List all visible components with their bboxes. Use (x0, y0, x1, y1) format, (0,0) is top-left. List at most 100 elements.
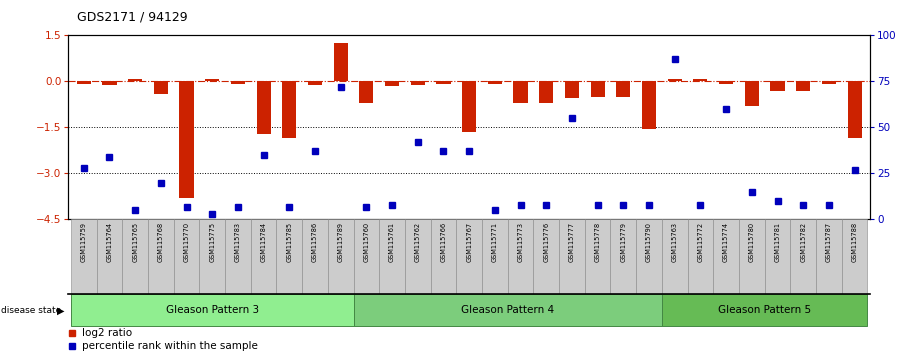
Bar (771, 81, 784, 91)
Bar (122, 219, 148, 294)
Bar (353, 219, 379, 294)
Text: GSM115764: GSM115764 (107, 222, 112, 262)
Bar (282, 81, 296, 138)
Text: GSM115781: GSM115781 (774, 222, 781, 262)
Bar (302, 219, 328, 294)
Bar (713, 219, 739, 294)
Text: GSM115760: GSM115760 (363, 222, 369, 262)
Text: GSM115772: GSM115772 (698, 222, 703, 262)
Bar (308, 81, 322, 85)
Text: GSM115766: GSM115766 (441, 222, 446, 262)
Bar (353, 294, 662, 326)
Bar (559, 219, 585, 294)
Bar (764, 219, 791, 294)
Bar (745, 81, 759, 106)
Text: GSM115765: GSM115765 (132, 222, 138, 262)
Bar (359, 81, 374, 103)
Bar (796, 81, 810, 91)
Text: Gleason Pattern 3: Gleason Pattern 3 (166, 306, 259, 315)
Bar (379, 219, 404, 294)
Bar (179, 81, 194, 198)
Bar (97, 219, 122, 294)
Bar (816, 219, 842, 294)
Text: GSM115759: GSM115759 (81, 222, 87, 262)
Bar (385, 81, 399, 86)
Bar (847, 81, 862, 138)
Bar (71, 219, 97, 294)
Bar (154, 81, 168, 94)
Bar (174, 219, 200, 294)
Text: GSM115779: GSM115779 (620, 222, 627, 262)
Bar (257, 81, 271, 133)
Text: log2 ratio: log2 ratio (82, 327, 132, 338)
Bar (225, 219, 251, 294)
Bar (507, 219, 534, 294)
Bar (590, 81, 605, 97)
Text: disease state: disease state (1, 306, 61, 315)
Bar (148, 219, 174, 294)
Bar (719, 81, 733, 84)
Bar (456, 219, 482, 294)
Bar (585, 219, 610, 294)
Bar (842, 219, 867, 294)
Text: GSM115788: GSM115788 (852, 222, 857, 262)
Text: GSM115775: GSM115775 (210, 222, 215, 262)
Bar (565, 81, 579, 98)
Bar (431, 219, 456, 294)
Text: GSM115789: GSM115789 (338, 222, 343, 262)
Text: GSM115787: GSM115787 (826, 222, 832, 262)
Bar (411, 81, 425, 85)
Text: GSM115783: GSM115783 (235, 222, 241, 262)
Text: GSM115767: GSM115767 (466, 222, 472, 262)
Bar (791, 219, 816, 294)
Text: GSM115778: GSM115778 (595, 222, 600, 262)
Bar (328, 219, 353, 294)
Bar (662, 219, 688, 294)
Bar (487, 81, 502, 84)
Bar (71, 294, 353, 326)
Bar (404, 219, 431, 294)
Bar (514, 81, 527, 103)
Bar (102, 81, 117, 85)
Text: percentile rank within the sample: percentile rank within the sample (82, 341, 258, 351)
Text: GSM115768: GSM115768 (158, 222, 164, 262)
Bar (200, 219, 225, 294)
Text: GSM115763: GSM115763 (671, 222, 678, 262)
Text: GSM115784: GSM115784 (261, 222, 267, 262)
Text: GSM115774: GSM115774 (723, 222, 729, 262)
Bar (662, 294, 867, 326)
Bar (436, 81, 451, 84)
Text: GSM115771: GSM115771 (492, 222, 497, 262)
Bar (462, 81, 476, 132)
Bar (251, 219, 276, 294)
Bar (482, 219, 507, 294)
Bar (668, 79, 681, 81)
Bar (205, 79, 220, 81)
Bar (616, 81, 630, 97)
Bar (636, 219, 662, 294)
Bar (642, 81, 656, 129)
Text: GSM115762: GSM115762 (415, 222, 421, 262)
Text: GSM115785: GSM115785 (286, 222, 292, 262)
Bar (822, 81, 836, 84)
Text: Gleason Pattern 5: Gleason Pattern 5 (718, 306, 811, 315)
Bar (539, 81, 553, 103)
Text: GSM115761: GSM115761 (389, 222, 395, 262)
Text: Gleason Pattern 4: Gleason Pattern 4 (461, 306, 554, 315)
Bar (534, 219, 559, 294)
Text: GDS2171 / 94129: GDS2171 / 94129 (77, 11, 188, 24)
Bar (739, 219, 764, 294)
Text: GSM115782: GSM115782 (800, 222, 806, 262)
Bar (333, 43, 348, 81)
Bar (128, 79, 142, 81)
Bar (610, 219, 636, 294)
Text: GSM115776: GSM115776 (543, 222, 549, 262)
Bar (230, 81, 245, 84)
Text: GSM115773: GSM115773 (517, 222, 524, 262)
Text: GSM115786: GSM115786 (312, 222, 318, 262)
Bar (688, 219, 713, 294)
Text: GSM115770: GSM115770 (183, 222, 189, 262)
Text: GSM115777: GSM115777 (569, 222, 575, 262)
Bar (77, 81, 91, 84)
Bar (276, 219, 302, 294)
